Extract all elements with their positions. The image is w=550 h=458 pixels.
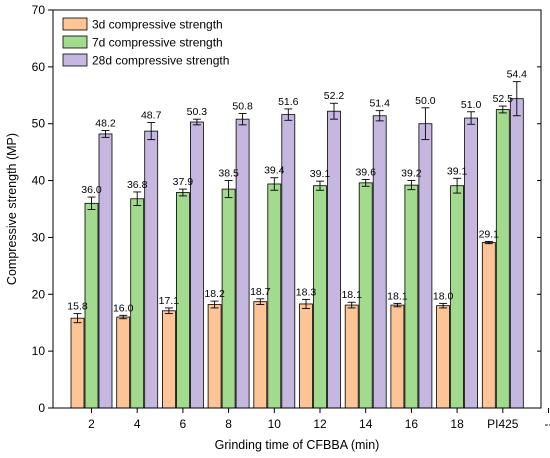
y-tick-label: 10: [32, 344, 46, 358]
x-tick-label: PI425: [487, 417, 519, 431]
y-tick-label: 60: [32, 60, 46, 74]
data-label: 39.4: [264, 165, 285, 177]
data-label: 48.2: [95, 118, 116, 130]
data-label: 18.3: [296, 286, 317, 298]
data-label: 54.4: [507, 69, 528, 81]
bar: [98, 133, 113, 409]
x-tick-label: 12: [313, 417, 327, 431]
axis-layer: 0 10 20 30 40 50 60 70 2 4 6 8 10 12 14 16 18 PI425 --: [32, 3, 550, 431]
x-tick-label: --: [545, 417, 550, 431]
bar: [144, 130, 159, 409]
bar: [344, 304, 359, 409]
data-label: 51.4: [369, 98, 390, 110]
bar: [464, 117, 479, 409]
x-axis-title: Grinding time of CFBBA (min): [215, 438, 380, 452]
legend-swatch-7d: [62, 35, 88, 49]
data-label: 50.0: [415, 95, 436, 107]
y-tick-label: 30: [32, 230, 46, 244]
legend: 3d compressive strength 7d compressive s…: [62, 17, 229, 68]
bar: [418, 123, 433, 409]
data-label: 15.8: [67, 301, 88, 313]
x-tick-label: 16: [405, 417, 419, 431]
data-label: 18.1: [341, 289, 362, 301]
data-label: 36.0: [81, 184, 102, 196]
bar: [509, 98, 524, 409]
data-label: 39.6: [355, 166, 376, 178]
bar: [299, 303, 313, 409]
legend-label-28d: 28d compressive strength: [92, 54, 229, 68]
data-label: 51.0: [461, 99, 482, 111]
data-label: 51.6: [278, 96, 299, 108]
data-label: 50.8: [232, 100, 253, 112]
legend-item-28d: 28d compressive strength: [62, 53, 229, 68]
data-label: 36.8: [127, 179, 148, 191]
bar: [207, 304, 222, 409]
data-label: 38.5: [218, 168, 239, 180]
legend-item-3d: 3d compressive strength: [62, 17, 223, 32]
data-label: 18.1: [387, 290, 408, 302]
x-tick-label: 6: [180, 417, 187, 431]
bar: [436, 305, 451, 409]
bar: [390, 304, 405, 409]
x-tick-label: 18: [450, 417, 464, 431]
y-tick-label: 50: [32, 117, 46, 131]
bar: [372, 115, 387, 409]
data-label: 17.1: [159, 295, 180, 307]
legend-label-7d: 7d compressive strength: [92, 36, 223, 50]
bar: [481, 242, 496, 409]
data-labels-layer: 15.8 16.0 17.1 18.2 18.7 18.3 18.1 18.1 18.0 29.1…: [67, 69, 527, 315]
bars-layer: [70, 81, 524, 409]
data-label: 18.2: [204, 288, 225, 300]
bar: [161, 310, 176, 409]
y-tick-label: 40: [32, 174, 46, 188]
data-label: 50.3: [187, 106, 208, 118]
legend-item-7d: 7d compressive strength: [62, 35, 223, 50]
bar: [495, 109, 510, 409]
data-label: 37.9: [173, 176, 194, 188]
x-tick-label: 2: [88, 417, 95, 431]
x-tick-label: 4: [134, 417, 141, 431]
y-tick-label: 0: [38, 401, 45, 415]
bar: [235, 118, 250, 409]
data-label: 52.2: [324, 90, 345, 102]
data-label: 48.7: [141, 110, 162, 122]
y-tick-label: 70: [32, 3, 46, 17]
legend-swatch-28d: [62, 53, 88, 67]
data-label: 29.1: [479, 228, 500, 240]
y-axis-title: Compressive strength (MP): [5, 133, 19, 285]
data-label: 18.0: [433, 290, 454, 302]
legend-label-3d: 3d compressive strength: [92, 18, 223, 32]
bar: [70, 317, 85, 409]
x-tick-label: 14: [359, 417, 373, 431]
bar: [281, 114, 296, 409]
data-label: 16.0: [113, 302, 134, 314]
plot-frame: [52, 9, 542, 409]
x-tick-label: 10: [268, 417, 282, 431]
data-label: 18.7: [250, 286, 271, 298]
x-tick-label: 8: [225, 417, 232, 431]
data-label: 39.2: [401, 168, 422, 180]
data-label: 52.5: [493, 93, 514, 105]
bar: [253, 301, 268, 409]
bar: [116, 316, 131, 409]
y-tick-label: 20: [32, 287, 46, 301]
data-label: 39.1: [310, 168, 331, 180]
data-label: 39.1: [447, 165, 468, 177]
legend-swatch-3d: [62, 17, 88, 31]
bar: [327, 110, 341, 409]
bar: [189, 121, 204, 409]
